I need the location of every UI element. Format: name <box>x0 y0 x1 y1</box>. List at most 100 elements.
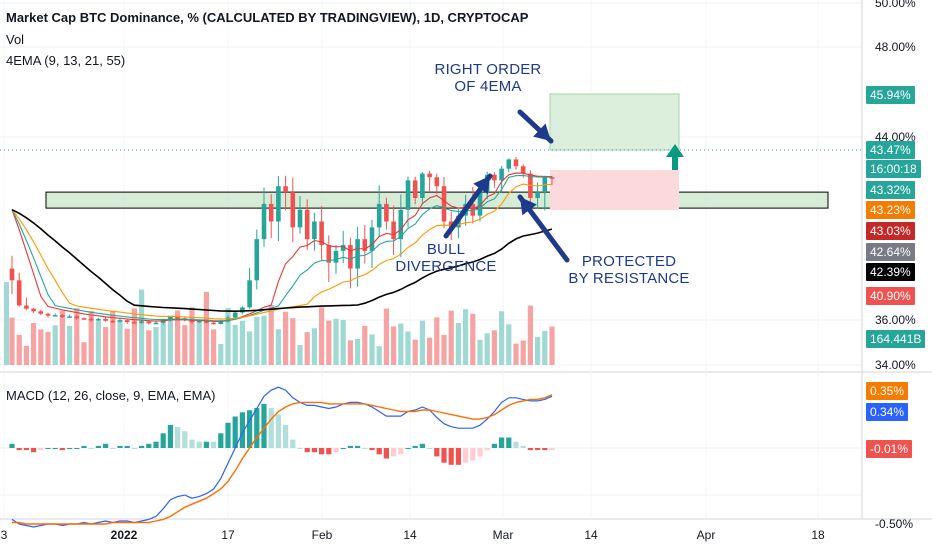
price-scale-label: 43.23% <box>866 201 915 219</box>
volume-bar <box>355 338 361 365</box>
volume-bar <box>527 305 533 365</box>
macd-histogram-bar <box>31 448 37 453</box>
volume-bar <box>88 311 94 365</box>
candle-body <box>319 221 324 246</box>
volume-bar <box>117 319 123 365</box>
volume-bar <box>369 334 375 365</box>
volume-bar <box>326 320 332 365</box>
macd-histogram-bar <box>261 403 267 448</box>
annotation-bull-divergence: BULL DIVERGENCE <box>392 241 500 275</box>
volume-bar <box>254 316 260 365</box>
price-scale-label: 0.35% <box>866 382 909 400</box>
volume-bar <box>455 323 461 365</box>
macd-histogram-bar <box>124 445 130 448</box>
macd-line <box>11 386 553 528</box>
volume-bar <box>110 310 116 365</box>
candle-body <box>420 173 425 198</box>
macd-histogram-bar <box>175 427 181 448</box>
volume-bar <box>45 331 51 365</box>
ema-line <box>11 172 553 323</box>
candle-body <box>175 316 180 319</box>
annotation-line: RIGHT ORDER <box>434 61 542 78</box>
macd-histogram-bar <box>304 448 310 453</box>
volume-legend[interactable]: Vol <box>6 32 25 47</box>
macd-histogram-bar <box>182 431 188 448</box>
candle-body <box>434 177 440 187</box>
x-tick-label: 17 <box>221 528 235 542</box>
macd-histogram-bar <box>427 448 433 449</box>
price-scale-label: 43.47% <box>866 141 915 159</box>
volume-bar <box>520 340 526 365</box>
candle-body <box>189 320 195 323</box>
volume-bar <box>124 328 130 365</box>
volume-bar <box>196 321 202 365</box>
volume-bar <box>290 318 296 365</box>
macd-histogram-bar <box>347 445 353 448</box>
ema-legend[interactable]: 4EMA (9, 13, 21, 55) <box>6 53 126 68</box>
candle-body <box>369 227 375 251</box>
macd-legend[interactable]: MACD (12, 26, close, 9, EMA, EMA) <box>6 388 216 403</box>
volume-bar <box>383 308 389 365</box>
macd-histogram-bar <box>117 445 123 448</box>
x-tick-label: Apr <box>697 528 716 542</box>
candle-body <box>31 308 36 312</box>
volume-bar <box>59 310 65 365</box>
volume-bar <box>427 337 433 365</box>
candle-body <box>326 245 332 263</box>
volume-bar <box>153 327 159 365</box>
macd-histogram-bar <box>535 448 541 451</box>
macd-histogram-bar <box>211 441 217 448</box>
candle-body <box>362 239 368 251</box>
macd-histogram-bar <box>391 448 397 457</box>
volume-bar <box>247 331 253 365</box>
y-tick-label: 34.00% <box>875 358 916 372</box>
macd-histogram-bar <box>383 448 389 459</box>
volume-bar <box>283 311 289 365</box>
macd-histogram-bar <box>275 414 281 448</box>
macd-histogram-bar <box>225 422 231 448</box>
volume-bar <box>391 326 397 365</box>
candle-body <box>88 318 94 321</box>
macd-histogram-bar <box>419 443 425 448</box>
macd-histogram-bar <box>470 448 476 461</box>
volume-bar <box>463 309 469 365</box>
volume-bar <box>131 308 137 365</box>
candle-body <box>297 209 303 228</box>
volume-bar <box>23 345 29 365</box>
macd-histogram-bar <box>412 445 418 448</box>
macd-histogram-bar <box>146 443 152 448</box>
chart-title[interactable]: Market Cap BTC Dominance, % (CALCULATED … <box>6 10 529 25</box>
macd-histogram-bar <box>362 448 368 449</box>
y-tick-label: -0.50% <box>875 517 913 531</box>
volume-bar <box>74 308 80 365</box>
candle-body <box>247 280 252 308</box>
volume-bar <box>225 308 231 365</box>
candle-body <box>103 318 108 321</box>
macd-histogram-bar <box>196 441 202 448</box>
volume-bar <box>160 318 166 365</box>
volume-bar <box>542 330 548 365</box>
volume-bar <box>239 320 245 365</box>
volume-bar <box>218 343 224 365</box>
x-tick-label: 2022 <box>111 528 138 542</box>
macd-histogram-bar <box>247 410 253 448</box>
candle-body <box>513 159 519 167</box>
volume-bar <box>319 307 325 365</box>
x-tick-label: 14 <box>584 528 598 542</box>
candle-body <box>204 320 209 323</box>
candle-body <box>81 318 87 320</box>
candle-body <box>96 318 101 321</box>
candle-body <box>333 250 339 263</box>
volume-bar <box>441 334 447 365</box>
volume-bar <box>499 311 505 365</box>
volume-bar <box>506 324 512 365</box>
volume-bar <box>167 315 173 365</box>
macd-histogram-bar <box>268 408 274 448</box>
macd-histogram-bar <box>520 445 526 448</box>
candle-body <box>535 192 540 198</box>
candle-body <box>499 168 504 181</box>
macd-histogram-bar <box>167 424 173 448</box>
price-scale-label: 45.94% <box>866 86 915 104</box>
